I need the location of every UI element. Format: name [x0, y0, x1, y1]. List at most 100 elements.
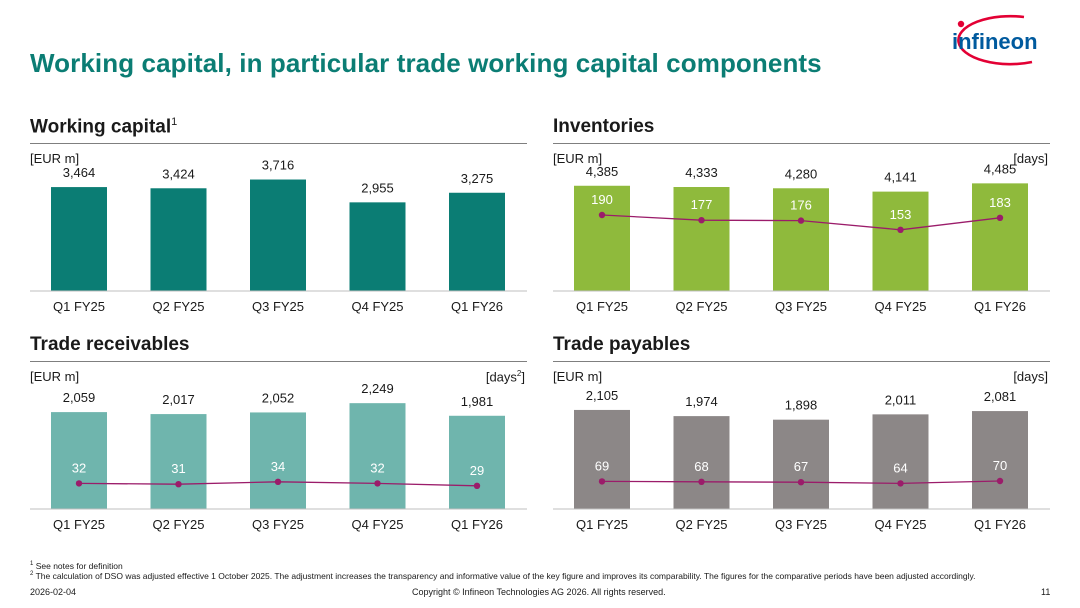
footnote-ref-2: 2 — [516, 369, 522, 378]
bar — [250, 179, 306, 291]
days-point — [797, 479, 805, 486]
days-point — [598, 211, 606, 219]
value-label: 2,017 — [162, 392, 195, 407]
bar — [51, 187, 107, 291]
bar — [150, 188, 207, 291]
value-label: 2,955 — [361, 180, 394, 195]
days-point — [473, 482, 481, 489]
trade-receivables-title: Trade receivables — [30, 334, 190, 355]
category-label: Q4 FY25 — [351, 299, 403, 314]
category-label: Q2 FY25 — [675, 299, 727, 314]
bar — [673, 187, 730, 291]
category-label: Q1 FY25 — [53, 517, 105, 532]
working-capital-panel: Working capital1 [EUR m] 3,464 Q1 FY25 3,4… — [30, 116, 527, 316]
category-label: Q1 FY26 — [451, 299, 503, 314]
footnote-2-text: The calculation of DSO was adjusted effe… — [35, 571, 976, 581]
value-label: 2,081 — [984, 389, 1017, 404]
days-label: 64 — [893, 460, 907, 475]
trade-payables-days-unit: [days] — [1013, 369, 1048, 384]
days-point — [374, 480, 381, 487]
category-label: Q4 FY25 — [351, 517, 403, 532]
days-label: 190 — [591, 192, 613, 207]
page-number: 11 — [1041, 587, 1051, 597]
footnote-1-marker: 1 — [30, 561, 34, 568]
value-label: 4,333 — [685, 165, 718, 180]
value-label: 4,385 — [586, 164, 619, 179]
trade-payables-title: Trade payables — [553, 334, 691, 355]
bar — [449, 192, 505, 291]
bar — [51, 412, 107, 509]
value-label: 4,280 — [785, 166, 818, 181]
footnote-ref-1: 1 — [171, 116, 178, 128]
days-point — [996, 214, 1004, 221]
days-point — [897, 480, 904, 487]
category-label: Q1 FY25 — [576, 517, 628, 532]
bar — [250, 412, 306, 509]
days-label: 29 — [470, 463, 484, 478]
days-label: 69 — [595, 458, 609, 473]
value-label: 1,981 — [461, 394, 494, 409]
value-label: 2,011 — [885, 392, 917, 407]
working-capital-rule — [30, 143, 527, 144]
value-label: 2,105 — [586, 388, 619, 403]
footer-date: 2026-02-04 — [30, 587, 77, 597]
value-label: 4,485 — [984, 161, 1017, 176]
category-label: Q3 FY25 — [252, 517, 304, 532]
days-label: 70 — [993, 458, 1007, 473]
bar — [349, 202, 406, 291]
inventories-title: Inventories — [553, 116, 655, 137]
working-capital-chart: 3,464 Q1 FY25 3,424 Q2 FY25 3,716 Q3 FY25 2,95… — [30, 158, 527, 314]
value-label: 1,974 — [685, 394, 718, 409]
value-label: 3,275 — [461, 171, 494, 186]
bar — [972, 411, 1028, 509]
value-label: 3,424 — [162, 166, 195, 181]
infineon-logo: infineon — [952, 14, 1038, 66]
bar — [872, 191, 929, 291]
days-label: 183 — [989, 195, 1011, 210]
category-label: Q2 FY25 — [152, 299, 204, 314]
bar — [773, 188, 829, 291]
trade-receivables-unit: [EUR m] — [30, 369, 80, 384]
trade-payables-unit: [EUR m] — [553, 369, 603, 384]
trade-payables-chart: 2,105 Q1 FY25 1,974 Q2 FY25 1,898 Q3 FY25 2,01… — [553, 388, 1050, 532]
logo-dot — [957, 20, 965, 28]
trade-receivables-days-unit: [days2] — [486, 369, 525, 384]
days-point — [797, 217, 805, 224]
footnote-2-marker: 2 — [30, 571, 34, 578]
bar — [150, 414, 207, 509]
working-capital-title: Working capital1 — [30, 116, 177, 138]
category-label: Q4 FY25 — [874, 517, 926, 532]
footnote-1-text: See notes for definition — [35, 561, 123, 571]
trade-payables-panel: Trade payables [EUR m] [days] 2,105 Q1 FY… — [553, 334, 1050, 534]
days-point — [698, 217, 705, 224]
category-label: Q1 FY26 — [974, 299, 1026, 314]
bar — [449, 415, 505, 509]
inventories-unit: [EUR m] — [553, 151, 603, 166]
days-unit-text: [days — [485, 369, 517, 385]
days-label: 153 — [890, 207, 912, 222]
days-point — [75, 480, 83, 487]
value-label: 2,249 — [361, 381, 394, 396]
inventories-days-unit: [days] — [1013, 151, 1048, 166]
days-label: 67 — [794, 459, 808, 474]
bar — [673, 416, 730, 509]
days-label: 68 — [694, 459, 708, 474]
days-label: 177 — [691, 197, 713, 212]
footnote-2: 2 The calculation of DSO was adjusted ef… — [30, 571, 975, 581]
bar — [349, 403, 406, 509]
trade-payables-rule — [553, 361, 1050, 362]
bar — [972, 183, 1028, 291]
days-point — [698, 478, 705, 485]
days-label: 176 — [790, 198, 812, 213]
logo-text: infineon — [952, 29, 1038, 54]
value-label: 3,716 — [262, 158, 295, 173]
category-label: Q2 FY25 — [152, 517, 204, 532]
category-label: Q1 FY25 — [576, 299, 628, 314]
category-label: Q1 FY26 — [974, 517, 1026, 532]
category-label: Q4 FY25 — [874, 299, 926, 314]
days-point — [598, 478, 606, 485]
logo-swoosh — [957, 14, 1033, 66]
days-unit-end: ] — [521, 369, 525, 385]
bar — [773, 419, 829, 509]
days-label: 32 — [72, 460, 86, 475]
